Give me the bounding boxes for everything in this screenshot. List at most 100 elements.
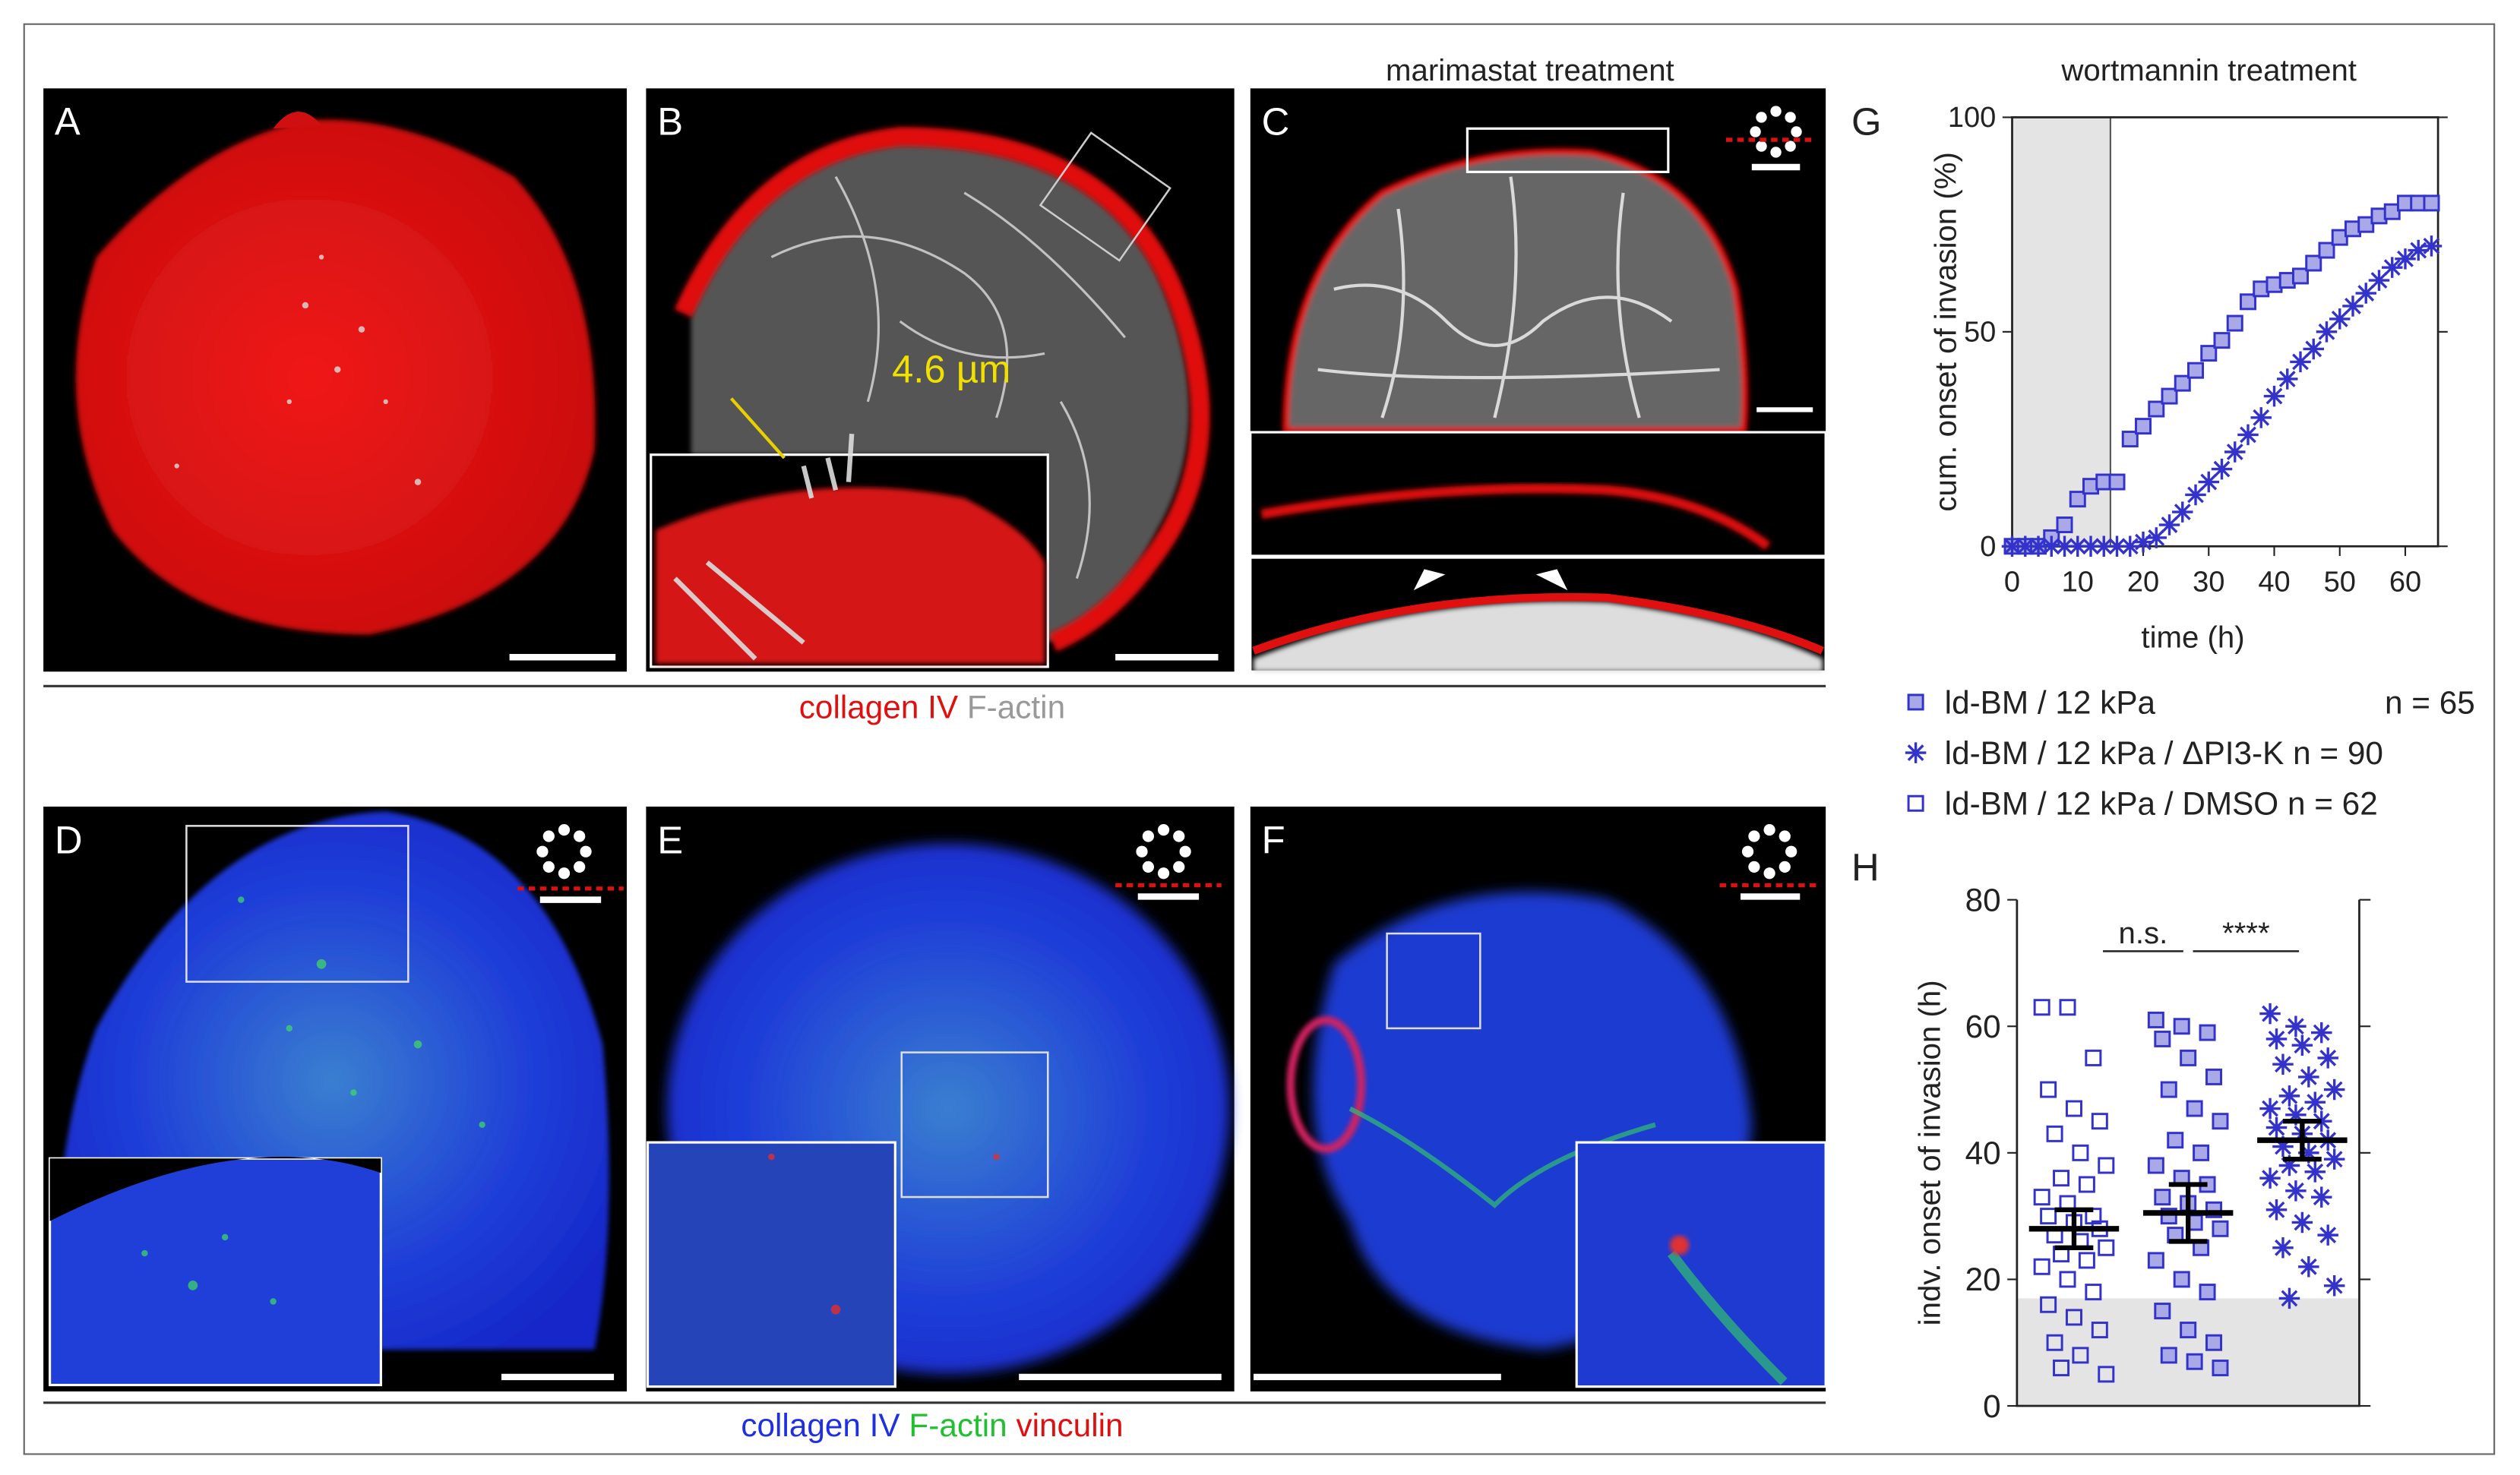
marker (2259, 1167, 2281, 1189)
panel-label: B (657, 100, 683, 144)
marker (2318, 242, 2335, 259)
marker (2121, 431, 2139, 448)
marker (2187, 362, 2205, 379)
marker (2357, 216, 2375, 233)
marker (2091, 1113, 2108, 1130)
marker (2148, 400, 2165, 418)
stain: collagen IV (799, 690, 959, 725)
panel-label: E (657, 818, 683, 861)
shaded-region (2012, 117, 2111, 547)
marker (2167, 1132, 2184, 1149)
marker (2173, 1271, 2190, 1288)
marker (2056, 516, 2073, 534)
marker (2291, 1211, 2313, 1233)
y-tick-label: 40 (1965, 1135, 2001, 1171)
error-bar (2168, 1182, 2208, 1244)
significance-label: n.s. (2119, 916, 2168, 950)
x-tick-label: 10 (2062, 566, 2094, 598)
y-tick-label: 50 (1964, 317, 1996, 349)
stain: F-actin (967, 690, 1065, 725)
panel-label: H (1851, 845, 1880, 889)
marker (2250, 407, 2272, 428)
marker (2145, 527, 2167, 548)
marker (1907, 794, 1924, 812)
caption: collagen IV F-actin vinculin (741, 1407, 1123, 1443)
marker (2226, 314, 2243, 332)
marker (2069, 491, 2086, 508)
marker (2355, 283, 2376, 304)
marker (2085, 1049, 2102, 1066)
marker (2263, 385, 2285, 407)
marker (2305, 254, 2322, 272)
marker (2091, 1322, 2108, 1339)
caption: collagen IV F-actin (799, 690, 1065, 725)
x-tick-label: 0 (2004, 566, 2020, 598)
marker (2120, 535, 2141, 557)
marker (2160, 1347, 2177, 1364)
marker (2078, 1176, 2095, 1193)
marker (2040, 1081, 2057, 1098)
marker (2205, 1334, 2223, 1351)
marker (2080, 535, 2101, 557)
marker (2158, 514, 2180, 535)
marker (1907, 693, 1924, 711)
legend-label: ld-BM / 12 kPa / DMSO n = 62 (1945, 786, 2378, 822)
chart-title: wortmannin treatment (2060, 53, 2357, 87)
marker (2093, 535, 2115, 557)
marker (2199, 1024, 2216, 1041)
x-axis-label: time (h) (2141, 621, 2244, 655)
significance-label: **** (2222, 916, 2270, 950)
marker (2290, 351, 2311, 373)
marker (2212, 1113, 2229, 1130)
marker (2285, 1104, 2307, 1126)
marker (2316, 321, 2338, 343)
marker (2154, 1030, 2171, 1047)
marker (2420, 235, 2443, 257)
marker (2186, 1353, 2203, 1370)
marker (2106, 535, 2128, 557)
marker (2298, 1066, 2319, 1088)
marker (2161, 387, 2178, 405)
panel-b: 4.6 µm B (646, 88, 1235, 672)
marker (2285, 1015, 2307, 1037)
marker (2303, 338, 2325, 360)
marker (2278, 1085, 2300, 1107)
marker (2323, 1275, 2345, 1297)
panel-c: marimastat treatment C (1249, 53, 1827, 673)
marker (2285, 1180, 2307, 1202)
marker (2408, 239, 2429, 261)
marker (2046, 1334, 2063, 1351)
marker (2180, 1322, 2197, 1339)
stain: vinculin (1016, 1407, 1123, 1443)
y-tick-label: 100 (1948, 102, 1997, 134)
marker (2065, 1100, 2082, 1117)
marker (2383, 203, 2401, 220)
error-bar (2282, 1119, 2322, 1162)
marker (2317, 1047, 2338, 1069)
marker (2135, 418, 2152, 435)
marker (2173, 1018, 2190, 1035)
marker (2040, 1208, 2057, 1225)
y-tick-label: 20 (1965, 1262, 2001, 1297)
panel-label: F (1262, 818, 1285, 861)
y-tick-label: 80 (1965, 882, 2001, 918)
stain: F-actin (909, 1407, 1007, 1443)
y-tick-label: 60 (1965, 1009, 2001, 1044)
legend-label: ld-BM / 12 kPa (1945, 684, 2156, 720)
marker (2199, 1284, 2216, 1301)
marker (2259, 1098, 2281, 1120)
panel-f: F (1250, 806, 1827, 1391)
y-tick-label: 0 (1980, 531, 1996, 563)
marker (2160, 1081, 2177, 1098)
marker (2224, 441, 2246, 463)
marker (2098, 1157, 2115, 1174)
marker (2331, 229, 2348, 246)
marker (2154, 1189, 2171, 1206)
marker (2108, 473, 2126, 491)
marker (2259, 1003, 2281, 1025)
marker (2193, 1144, 2210, 1161)
panel-label: G (1851, 100, 1882, 144)
marker (2198, 471, 2220, 493)
figure-border (23, 23, 2496, 1455)
